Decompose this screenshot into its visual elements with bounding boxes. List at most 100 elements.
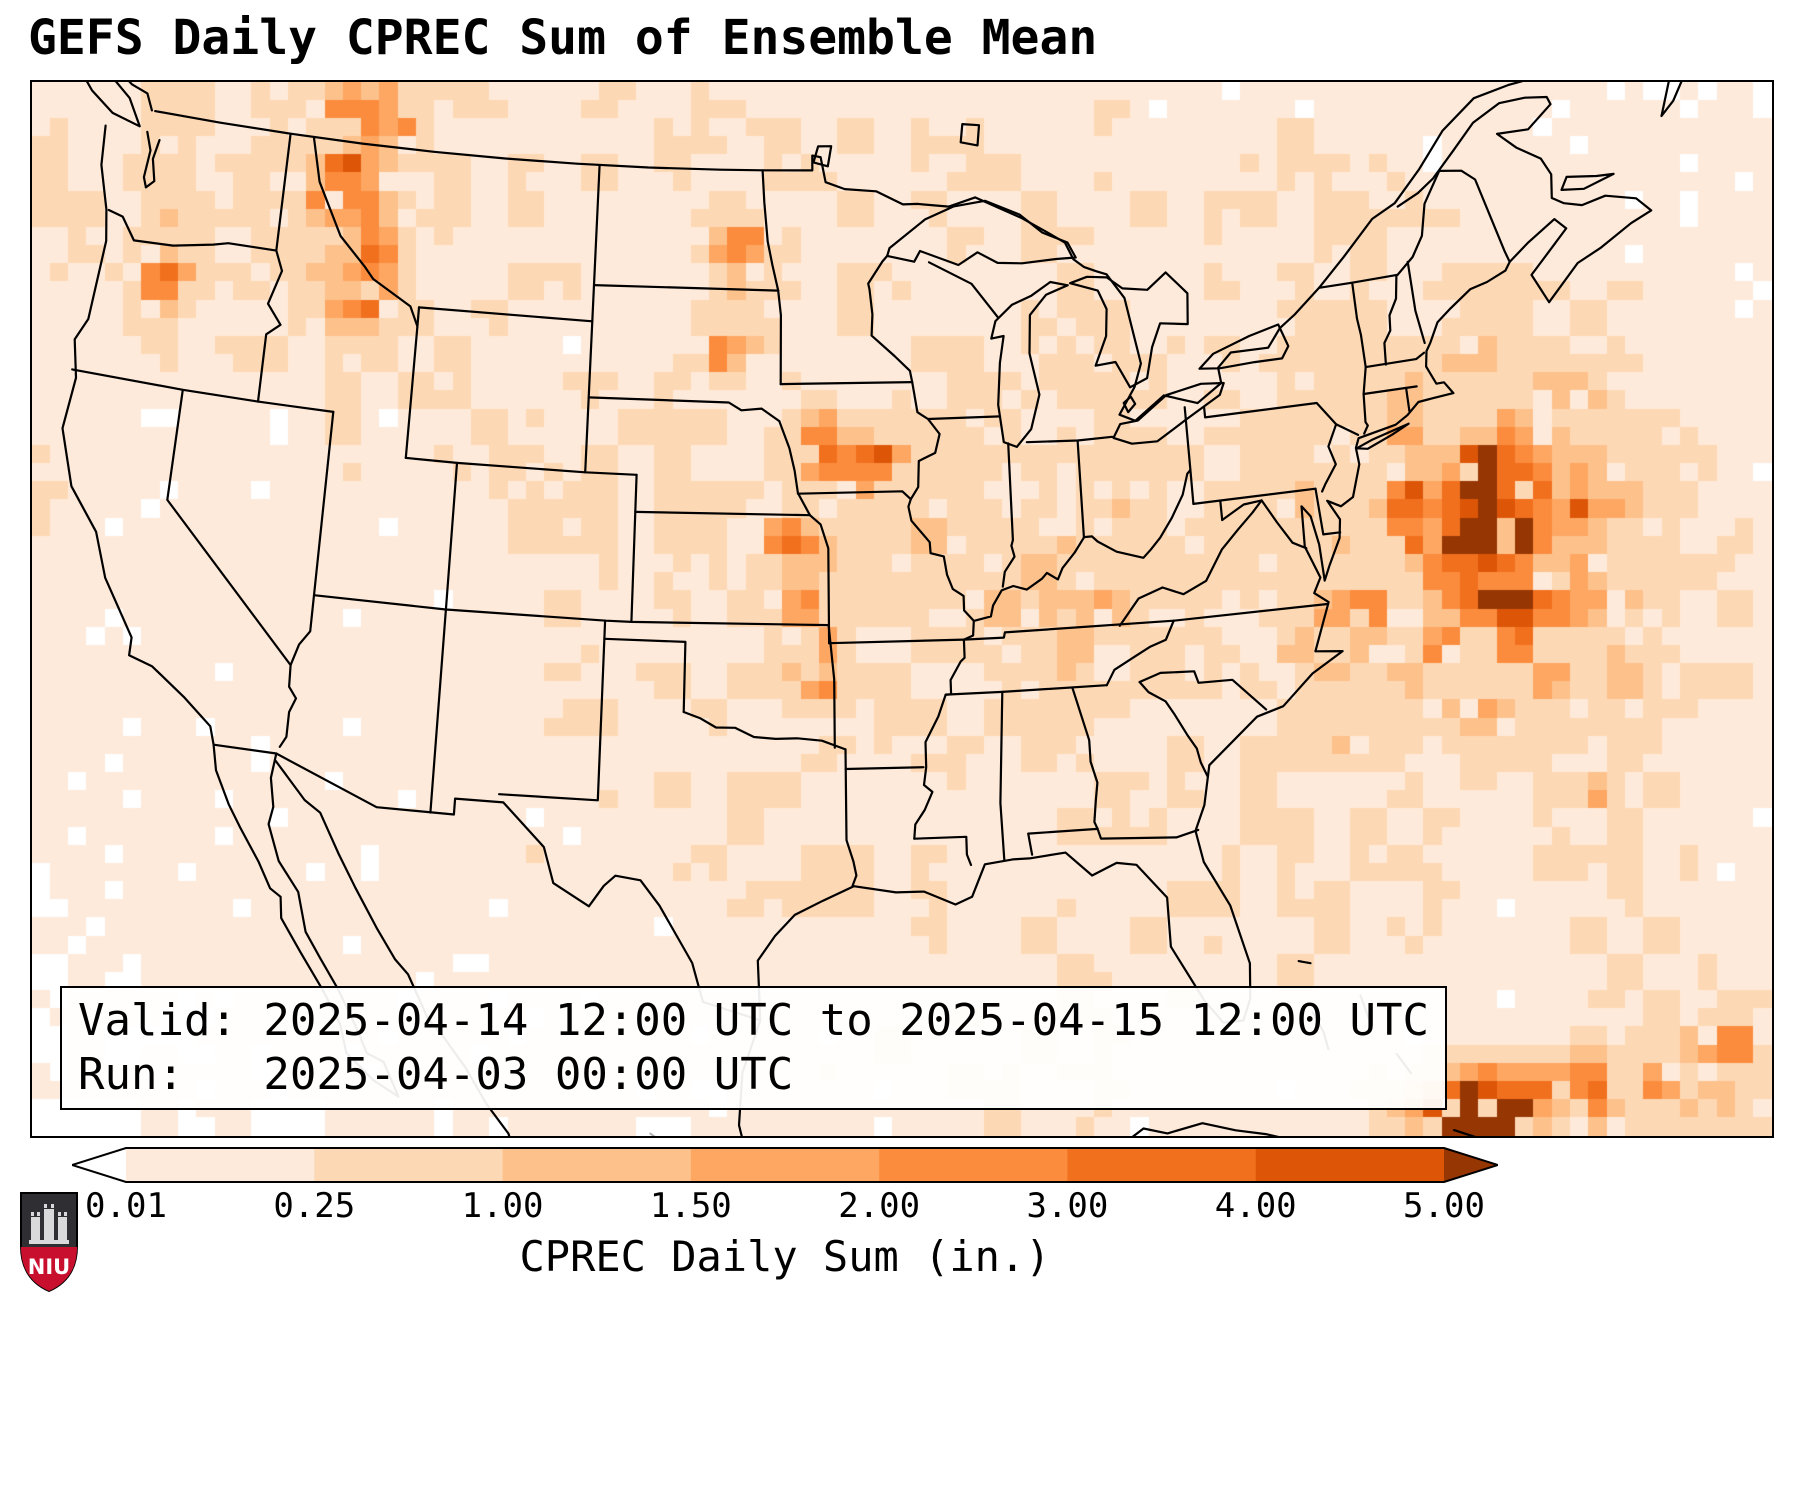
coastline-or-border-line bbox=[1660, 82, 1683, 118]
coastline-or-border-line bbox=[142, 130, 161, 189]
coastline-or-border-line bbox=[926, 415, 1002, 421]
coastline-or-border-line bbox=[796, 490, 912, 501]
coastline-or-border-line bbox=[128, 82, 153, 112]
coastline-or-border-line bbox=[1138, 670, 1268, 711]
coastline-or-border-line bbox=[312, 136, 419, 328]
coastline-or-border-line bbox=[779, 381, 914, 386]
coastline-or-border-line bbox=[404, 306, 421, 459]
coastline-or-border-line bbox=[630, 473, 638, 623]
coastline-or-border-line bbox=[808, 514, 831, 645]
coastline-or-border-line bbox=[1122, 395, 1137, 414]
colorbar-segment bbox=[1255, 1148, 1445, 1182]
coastline-or-border-line bbox=[1027, 827, 1200, 856]
coastline-or-border-line bbox=[1203, 401, 1338, 493]
coastline-or-border-line bbox=[886, 199, 1077, 267]
coastline-or-border-line bbox=[1183, 406, 1195, 505]
coastline-or-border-line bbox=[107, 208, 278, 252]
coastline-or-border-line bbox=[1118, 586, 1164, 627]
coastline-or-border-line bbox=[1406, 260, 1426, 345]
coastline-or-border-line bbox=[312, 594, 830, 627]
coastline-or-border-line bbox=[275, 132, 292, 252]
coastline-or-border-line bbox=[959, 123, 981, 147]
coastline-or-border-line bbox=[999, 690, 1006, 861]
coastline-or-border-line bbox=[913, 835, 973, 867]
colorbar-svg bbox=[68, 1147, 1502, 1183]
coastline-or-border-line bbox=[972, 468, 1192, 622]
coastline-or-border-line bbox=[1105, 619, 1175, 687]
run-time-text: Run: 2025-04-03 00:00 UTC bbox=[78, 1049, 794, 1100]
coastline-or-border-line bbox=[154, 110, 1399, 422]
logo-castle-icon bbox=[29, 1204, 69, 1244]
coastline-or-border-line bbox=[927, 261, 999, 319]
colorbar-label: CPREC Daily Sum (in.) bbox=[519, 1232, 1051, 1281]
coastline-or-border-line bbox=[1138, 680, 1209, 778]
coastline-or-border-line bbox=[1560, 172, 1615, 191]
coastline-or-border-line bbox=[85, 82, 141, 128]
coastline-or-border-line bbox=[592, 284, 780, 292]
coastline-or-border-line bbox=[812, 145, 833, 168]
colorbar-tick-label: 4.00 bbox=[1214, 1186, 1297, 1226]
coastline-or-border-line bbox=[584, 164, 601, 474]
map-frame: Valid: 2025-04-14 12:00 UTC to 2025-04-1… bbox=[30, 80, 1774, 1138]
coastline-or-border-line bbox=[1112, 381, 1225, 445]
coastline-or-border-line bbox=[828, 638, 965, 645]
coastline-or-border-line bbox=[587, 396, 781, 423]
colorbar-segment bbox=[502, 1148, 692, 1182]
coastline-or-border-line bbox=[1396, 95, 1653, 304]
coastline-or-border-line bbox=[71, 368, 335, 413]
coastline-or-border-line bbox=[1297, 960, 1312, 965]
coastline-or-border-line bbox=[1069, 271, 1189, 389]
coastline-or-border-line bbox=[844, 766, 925, 771]
coastline-or-border-line bbox=[1161, 499, 1263, 596]
coastline-or-border-line bbox=[1314, 487, 1342, 536]
coastline-or-border-line bbox=[1362, 385, 1418, 396]
coastline-or-border-line bbox=[212, 743, 762, 1022]
figure-title: GEFS Daily CPREC Sum of Ensemble Mean bbox=[28, 10, 1098, 66]
coastline-or-border-line bbox=[962, 602, 1329, 641]
coastline-or-border-line bbox=[1071, 686, 1099, 830]
logo-red-band bbox=[21, 1247, 77, 1291]
coastline-or-border-line bbox=[777, 289, 782, 386]
coastline-or-border-line bbox=[1355, 422, 1410, 450]
coastline-or-border-line bbox=[778, 420, 811, 517]
coastline-or-border-line bbox=[761, 169, 780, 292]
coastline-or-border-line bbox=[1364, 351, 1426, 369]
coastline-or-border-line bbox=[682, 710, 847, 751]
coastline-or-border-line bbox=[1351, 281, 1369, 435]
coastline-or-border-line bbox=[429, 461, 459, 814]
coastline-or-border-line bbox=[1192, 487, 1317, 505]
niu-logo: NIU bbox=[20, 1192, 78, 1293]
coastline-or-border-line bbox=[634, 510, 811, 517]
coastline-or-border-line bbox=[844, 748, 858, 888]
coastline-or-border-line bbox=[404, 456, 638, 476]
colorbar-under-arrow bbox=[72, 1148, 126, 1182]
colorbar-tick-label: 5.00 bbox=[1403, 1186, 1485, 1226]
coastline-or-border-line bbox=[1383, 273, 1398, 366]
colorbar-tick-label: 2.00 bbox=[838, 1186, 921, 1226]
coastline-or-border-line bbox=[1318, 82, 1524, 289]
coastline-or-border-line bbox=[1219, 499, 1224, 522]
colorbar-segment bbox=[879, 1148, 1068, 1182]
coastline-or-border-line bbox=[289, 410, 335, 667]
coastline-or-border-line bbox=[603, 637, 687, 714]
coastline-or-border-line bbox=[256, 249, 284, 403]
colorbar-tick-label: 1.50 bbox=[649, 1186, 732, 1226]
colorbar-segment bbox=[690, 1148, 880, 1182]
colorbar-over-arrow bbox=[1444, 1148, 1498, 1182]
validity-info-box: Valid: 2025-04-14 12:00 UTC to 2025-04-1… bbox=[60, 986, 1448, 1110]
coastline-or-border-line bbox=[61, 124, 215, 746]
coastline-or-border-line bbox=[990, 280, 1069, 448]
coastline-or-border-line bbox=[166, 388, 298, 748]
logo-text: NIU bbox=[28, 1255, 70, 1279]
colorbar-segment bbox=[314, 1148, 504, 1182]
coastline-or-border-line bbox=[1452, 1129, 1476, 1136]
colorbar-segment bbox=[1067, 1148, 1257, 1182]
colorbar-segment bbox=[126, 1148, 315, 1182]
coastline-or-border-line bbox=[1025, 435, 1114, 444]
colorbar-tick-label: 0.25 bbox=[273, 1186, 356, 1226]
coastline-or-border-line bbox=[1076, 439, 1085, 539]
coastline-or-border-line bbox=[1131, 1122, 1279, 1136]
coastline-or-border-line bbox=[944, 684, 1108, 696]
coastline-or-border-line bbox=[867, 254, 889, 291]
